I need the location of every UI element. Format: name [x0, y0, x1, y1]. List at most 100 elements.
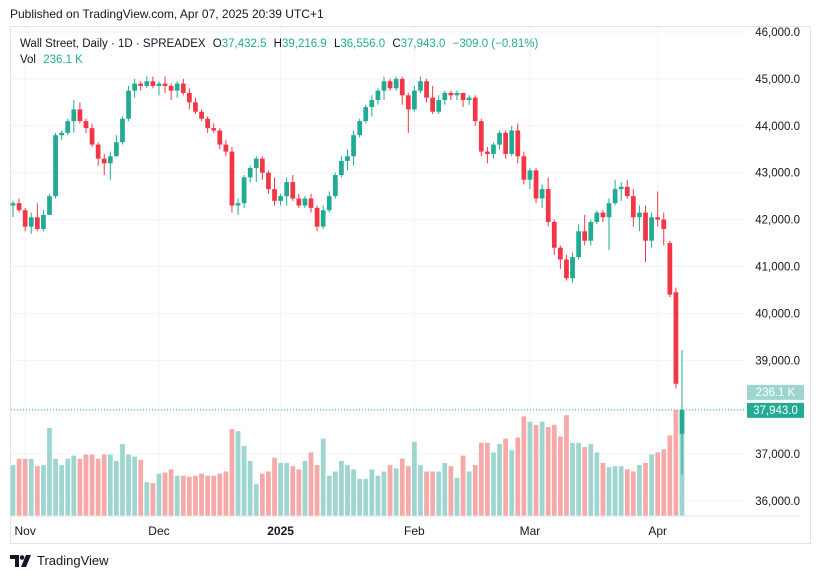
candle [564, 254, 569, 281]
volume-bar [284, 463, 290, 516]
volume-bar [539, 421, 545, 516]
volume-bar [235, 431, 241, 516]
volume-bar [387, 465, 393, 516]
candle-body [41, 214, 46, 229]
candle-body [539, 189, 545, 199]
time-tick-label: Mar [520, 524, 541, 538]
time-tick-label: Feb [404, 524, 425, 538]
price-tick-label: 42,000.0 [755, 215, 800, 227]
candle [241, 175, 247, 208]
volume-bar [418, 465, 423, 516]
volume-bar [16, 458, 22, 516]
candle [637, 205, 642, 232]
volume-bar [162, 472, 168, 516]
candle [588, 219, 594, 246]
candle [235, 198, 241, 215]
candle [600, 210, 606, 222]
candle [351, 130, 356, 166]
volume-bar [393, 468, 399, 516]
volume-bar [71, 455, 77, 516]
volume-bar [594, 452, 600, 516]
candle [557, 245, 563, 269]
candle [679, 350, 685, 475]
volume-bar [223, 471, 229, 516]
candle-body [126, 90, 131, 119]
candle-body [503, 132, 508, 154]
candle [83, 118, 89, 133]
candle [606, 198, 612, 251]
volume-bar [357, 478, 363, 516]
volume-bar [424, 471, 429, 516]
volume-bar [34, 466, 40, 516]
candle-body [107, 156, 113, 164]
volume-bar [436, 471, 442, 516]
volume-bar [491, 452, 496, 516]
candle [661, 212, 667, 246]
volume-bar [533, 424, 539, 516]
candle [308, 193, 314, 213]
candle [624, 179, 630, 199]
candle-body [253, 158, 259, 169]
volume-bar [180, 475, 186, 516]
candle-body [320, 210, 326, 227]
price-tick-label: 41,000.0 [755, 262, 800, 274]
candle-body [308, 198, 314, 208]
candle [673, 287, 679, 389]
high-label: H [273, 38, 282, 50]
volume-bar [187, 476, 192, 516]
candle [551, 219, 557, 255]
candle-body [472, 97, 478, 122]
candle [339, 156, 344, 178]
close-label: C [392, 38, 401, 50]
candle [193, 97, 198, 115]
open-label: O [212, 38, 222, 50]
candle [527, 168, 533, 190]
volume-bar [509, 450, 515, 516]
volume-bar [442, 463, 448, 516]
candle [168, 83, 174, 101]
volume-bar [241, 446, 247, 516]
time-tick-label: Apr [648, 524, 667, 538]
time-tick-label: Dec [148, 524, 169, 538]
candle [332, 172, 338, 199]
candle [381, 76, 387, 101]
candle-body [655, 217, 661, 220]
volume-bar [497, 443, 502, 516]
volume-bar [618, 466, 624, 516]
candle-body [89, 128, 95, 145]
candle [472, 95, 478, 126]
candle-body [485, 151, 490, 154]
candle [34, 203, 40, 232]
candle-body [162, 83, 168, 86]
candle-body [259, 158, 265, 173]
candle-body [612, 189, 618, 204]
volume-bar [485, 442, 490, 516]
candle-body [10, 203, 16, 206]
volume-bar [339, 460, 344, 516]
volume-bar [630, 471, 636, 516]
volume-bar [551, 424, 557, 516]
tradingview-logo-icon [10, 554, 31, 567]
candle-body [673, 292, 679, 384]
candle-body [478, 121, 484, 152]
volume-bar [466, 471, 472, 516]
candle [509, 125, 515, 157]
volume-bar [83, 454, 89, 516]
candle [132, 78, 138, 98]
candle-body [138, 83, 144, 86]
volume-bar [624, 469, 630, 516]
candle [138, 81, 144, 91]
candle-body [588, 221, 594, 241]
candle [363, 104, 369, 124]
candle-body [515, 130, 521, 157]
candle-body [65, 121, 71, 133]
candle-body [16, 203, 22, 211]
volume-bar [302, 460, 308, 516]
volume-bars [10, 410, 685, 516]
open-value: 37,432.5 [221, 38, 267, 50]
candle [320, 205, 326, 229]
candle-body [59, 132, 65, 136]
candle-body [272, 189, 277, 201]
volume-bar [199, 473, 204, 516]
